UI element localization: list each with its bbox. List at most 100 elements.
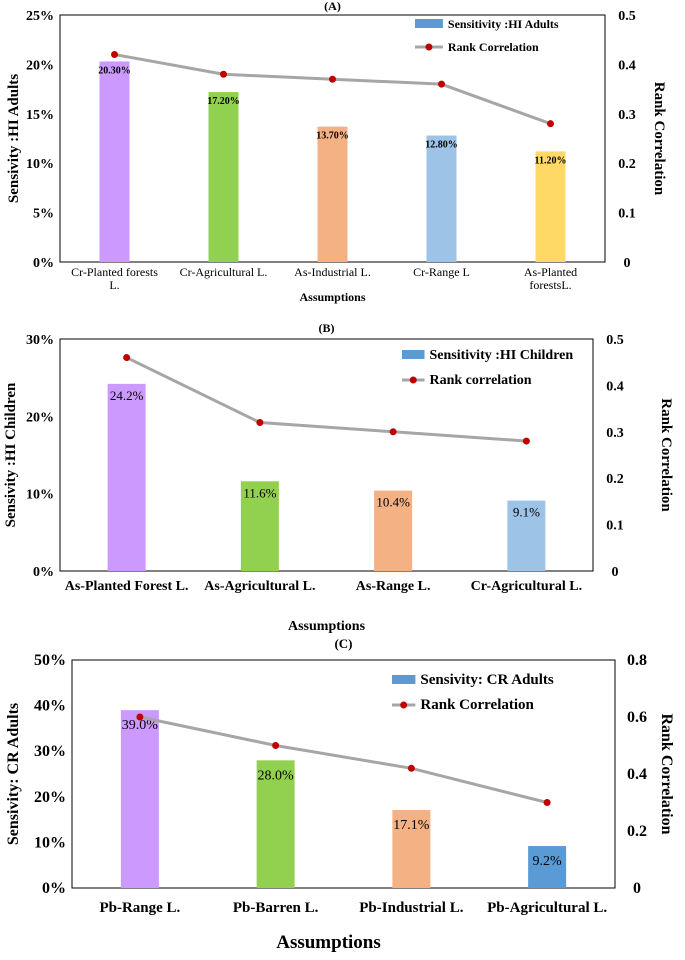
- y-tick-label: 25%: [26, 9, 54, 24]
- rank-correlation-marker: [123, 354, 131, 362]
- y-tick-label: 10%: [34, 834, 66, 851]
- y2-axis-title: Rank Correlation: [651, 82, 667, 196]
- bar-value-label: 17.20%: [207, 96, 240, 107]
- y-axis-title: Sensivity :HI Children: [3, 382, 19, 527]
- y2-tick-label: 0.4: [618, 58, 636, 73]
- panel-title: (A): [324, 0, 341, 13]
- y-tick-label: 0%: [42, 880, 66, 897]
- y2-tick-label: 0.4: [606, 379, 624, 394]
- y-tick-label: 50%: [34, 652, 66, 669]
- y2-tick-label: 0.1: [618, 207, 636, 222]
- legend-line-marker: [425, 43, 433, 51]
- y-tick-label: 20%: [26, 58, 54, 73]
- bar: [528, 846, 567, 888]
- x-category-label: Cr-Range L: [413, 265, 470, 279]
- bar-value-label: 24.2%: [110, 388, 144, 403]
- chart-panel-1: (A) 0% 5% 10% 15% 20% 25% 0 0.1 0.2 0.3 0.4 0.5 20.30…: [6, 0, 667, 304]
- bar: [392, 810, 431, 888]
- legend: Sensivity: CR Adults Rank Correlation: [392, 672, 554, 713]
- bar-value-label: 39.0%: [122, 718, 159, 733]
- x-category-label: Cr-Agricultural L.: [471, 579, 582, 594]
- y-axis-title: Sensivity: CR Adults: [5, 703, 22, 845]
- y2-tick-label: 0.4: [627, 766, 647, 783]
- rank-correlation-marker: [438, 80, 445, 88]
- rank-correlation-marker: [522, 437, 530, 445]
- x-axis-title: Assumptions: [276, 932, 381, 953]
- bar-value-label: 9.2%: [533, 854, 563, 869]
- plot-area-frame: [71, 659, 616, 889]
- x-category-label: Pb-Industrial L.: [359, 900, 463, 916]
- y2-tick-label: 0.2: [627, 823, 647, 840]
- bar-value-label: 9.1%: [513, 505, 540, 520]
- legend-line-label: Rank correlation: [430, 373, 532, 388]
- bar-value-label: 13.70%: [316, 131, 349, 142]
- chart-panel-2: (B) 0% 10% 20% 30% 0 0.1 0.2 0.3 0.4 0.5 24.2% 11.6%…: [3, 321, 674, 634]
- bar: [99, 61, 130, 262]
- x-category-label: As-Planted Forest L.: [65, 579, 189, 594]
- x-category-label: Pb-Barren L.: [233, 900, 319, 916]
- y-tick-label: 10%: [26, 157, 54, 172]
- legend-line-label: Rank Correlation: [420, 697, 534, 713]
- y-tick-label: 0%: [33, 256, 54, 271]
- bar: [535, 151, 566, 262]
- y-tick-label: 20%: [34, 789, 66, 806]
- rank-correlation-line: [139, 715, 548, 804]
- y2-tick-label: 0.2: [606, 472, 624, 487]
- x-category-label: As-Planted: [524, 265, 577, 279]
- bar-value-label: 11.20%: [535, 155, 567, 166]
- x-axis-title: Assumptions: [299, 290, 365, 304]
- bar: [120, 710, 159, 888]
- rank-correlation-marker: [256, 419, 264, 427]
- y-tick-label: 15%: [26, 108, 54, 123]
- legend-line-label: Rank Correlation: [448, 40, 539, 54]
- rank-correlation-marker: [220, 70, 227, 78]
- rank-correlation-marker: [111, 51, 118, 59]
- bar: [240, 481, 279, 571]
- bar: [317, 126, 348, 262]
- x-category-label: forestsL.: [529, 278, 571, 292]
- bar: [374, 490, 413, 571]
- rank-correlation-line: [114, 53, 552, 126]
- y-tick-label: 20%: [26, 410, 54, 425]
- bar: [507, 500, 546, 571]
- x-category-label: L.: [109, 278, 119, 292]
- panel-title: (C): [334, 636, 352, 651]
- y-axis-title: Sensivity :HI Adults: [6, 74, 22, 203]
- y-tick-label: 30%: [26, 333, 54, 348]
- y2-tick-label: 0: [633, 880, 641, 897]
- y-tick-label: 5%: [33, 207, 54, 222]
- x-category-label: As-Agricultural L.: [204, 579, 315, 594]
- y-tick-label: 30%: [34, 743, 66, 760]
- legend-bar-swatch: [402, 350, 425, 359]
- bar-value-label: 17.1%: [393, 818, 430, 833]
- x-category-label: Cr-Agricultural L.: [180, 265, 268, 279]
- x-category-label: Pb-Agricultural L.: [487, 900, 607, 916]
- legend-bar-label: Sensivity: CR Adults: [420, 672, 554, 688]
- y2-axis-title: Rank Correlation: [658, 398, 674, 512]
- bar-value-label: 20.30%: [98, 65, 131, 76]
- y2-tick-label: 0.3: [606, 426, 624, 441]
- legend-bar-label: Sensitivity :HI Adults: [448, 17, 559, 31]
- legend: Sensitivity :HI Children Rank correlation: [402, 348, 573, 388]
- y-tick-label: 10%: [26, 488, 54, 503]
- legend-bar-swatch: [415, 19, 443, 28]
- x-category-label: Pb-Range L.: [99, 900, 180, 916]
- plot-area-frame: [59, 338, 594, 572]
- x-category-label: As-Range L.: [356, 579, 431, 594]
- bar: [208, 92, 239, 263]
- y2-tick-label: 0.6: [627, 709, 647, 726]
- y2-tick-label: 0.5: [618, 9, 636, 24]
- rank-correlation-marker: [329, 75, 336, 83]
- bar: [256, 760, 295, 888]
- legend-line-marker: [400, 701, 408, 709]
- rank-correlation-marker: [136, 713, 144, 721]
- rank-correlation-marker: [389, 428, 397, 436]
- chart-panel-3: (C) 0% 10% 20% 30% 40% 50% 0 0.2 0.4 0.6 0.8 39.0% 28…: [5, 636, 675, 953]
- bar: [426, 135, 457, 262]
- legend-line-marker: [409, 376, 417, 384]
- rank-correlation-marker: [407, 764, 415, 772]
- rank-correlation-marker: [547, 120, 554, 128]
- bar-value-label: 28.0%: [258, 768, 295, 783]
- y2-tick-label: 0: [624, 256, 631, 271]
